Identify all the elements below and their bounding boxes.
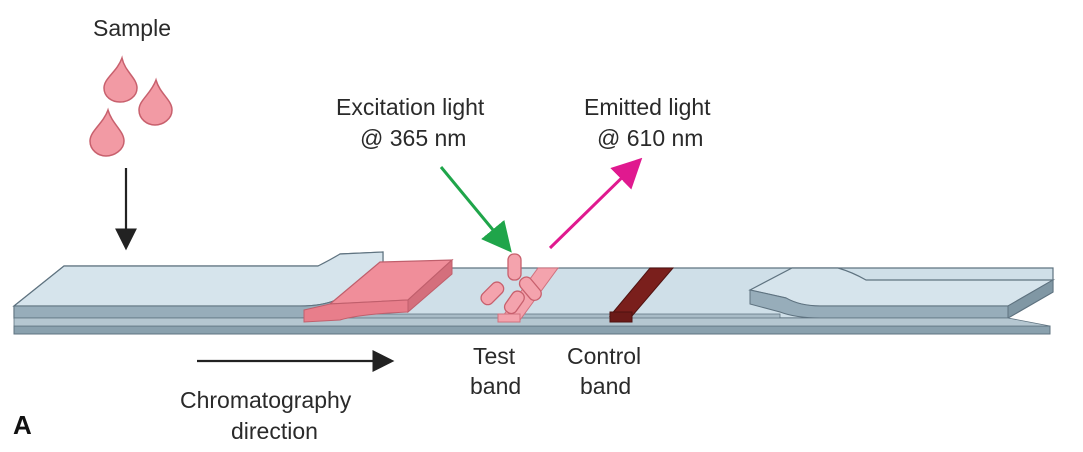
direction-label-line2: direction bbox=[231, 418, 318, 444]
emitted-label-line2: @ 610 nm bbox=[597, 125, 703, 151]
conjugate-pad bbox=[303, 258, 454, 323]
control-band-label-line1: Control bbox=[567, 343, 641, 369]
test-band-label-line1: Test bbox=[473, 343, 516, 369]
direction-label-line1: Chromatography bbox=[180, 387, 352, 413]
sample-drop-icon bbox=[89, 107, 125, 157]
emitted-label-line1: Emitted light bbox=[584, 94, 711, 120]
control-band-label-line2: band bbox=[580, 373, 631, 399]
excitation-label-line1: Excitation light bbox=[336, 94, 485, 120]
emission-arrow bbox=[548, 157, 643, 250]
sample-drop-icon bbox=[138, 77, 173, 126]
control-band bbox=[608, 267, 675, 323]
antibody-icon bbox=[480, 253, 542, 315]
panel-label: A bbox=[13, 410, 32, 440]
sample-label: Sample bbox=[93, 15, 171, 41]
excitation-arrow bbox=[439, 166, 512, 253]
excitation-label-line2: @ 365 nm bbox=[360, 125, 466, 151]
test-band-label-line2: band bbox=[470, 373, 521, 399]
sample-drop-icon bbox=[103, 55, 138, 103]
